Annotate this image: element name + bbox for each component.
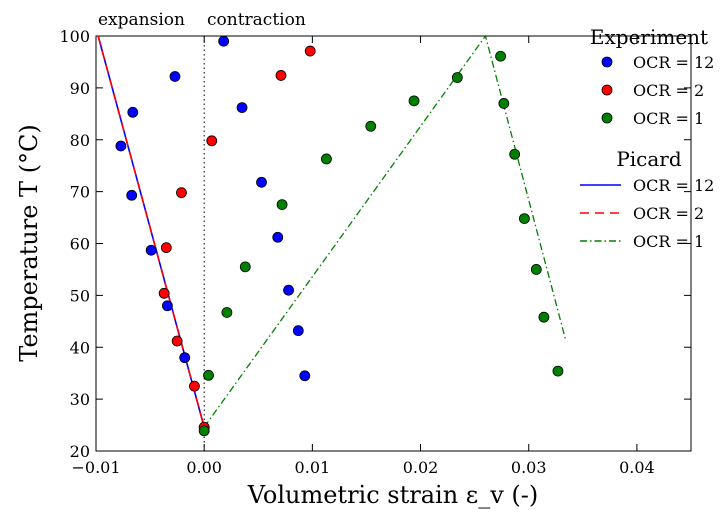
legend-picard-entries: OCR = 12 OCR = 2 OCR = 1 — [580, 176, 714, 251]
data-point — [179, 352, 191, 364]
annotation-contraction: contraction — [207, 10, 306, 30]
legend-entry-label: OCR = 12 — [633, 176, 714, 195]
data-point — [304, 45, 316, 57]
x-tick-label: 0.02 — [403, 458, 439, 477]
y-axis-ticks: 20 30 40 50 60 70 80 90 100 — [59, 27, 691, 461]
legend-entry-label: OCR = 2 — [633, 81, 704, 100]
data-point — [203, 369, 214, 381]
x-tick-label: 0.00 — [186, 458, 222, 477]
y-tick-label: 80 — [70, 131, 90, 150]
legend: Experiment OCR = 12 OCR = 2 OCR = 1 Picard… — [580, 25, 714, 251]
data-point — [218, 35, 230, 47]
data-point — [495, 50, 507, 62]
legend-experiment-entries: OCR = 12 OCR = 2 OCR = 1 — [601, 53, 714, 128]
data-point — [519, 213, 530, 225]
x-tick-label: 0.03 — [511, 458, 547, 477]
data-point — [221, 307, 233, 318]
y-tick-label: 70 — [70, 183, 90, 202]
data-point — [236, 102, 248, 113]
legend-entry-label: OCR = 2 — [633, 204, 704, 223]
legend-entry-label: OCR = 12 — [633, 53, 714, 72]
legend-marker — [601, 112, 613, 124]
x-axis-label: Volumetric strain ε_v (-) — [247, 481, 539, 509]
y-axis-label: Temperature T (°C) — [15, 124, 43, 362]
data-point — [169, 71, 181, 82]
data-point — [256, 176, 267, 188]
data-point — [275, 70, 287, 81]
plot-frame — [95, 35, 692, 452]
data-point — [365, 120, 377, 132]
y-tick-label: 30 — [70, 390, 90, 409]
x-tick-label: 0.01 — [295, 458, 331, 477]
legend-title-picard: Picard — [616, 147, 682, 171]
picard-lines — [97, 34, 567, 428]
y-tick-label: 90 — [70, 79, 90, 98]
data-point — [145, 244, 157, 256]
legend-marker — [601, 84, 613, 96]
data-point — [509, 148, 521, 160]
data-point — [408, 95, 420, 107]
legend-entry-label: OCR = 1 — [633, 109, 704, 128]
data-point — [161, 300, 173, 312]
legend-marker — [601, 56, 613, 68]
data-point — [276, 199, 288, 210]
legend-title-experiment: Experiment — [590, 25, 708, 49]
x-tick-label: −0.01 — [71, 458, 120, 477]
data-point — [239, 261, 251, 273]
data-point — [552, 365, 564, 377]
experiment-points — [115, 35, 564, 437]
picard-line — [203, 34, 567, 428]
data-point — [292, 325, 304, 337]
data-point — [206, 135, 218, 147]
data-point — [189, 380, 200, 392]
data-point — [198, 425, 210, 437]
data-point — [160, 242, 172, 254]
annotation-expansion: expansion — [98, 10, 185, 30]
data-point — [171, 335, 183, 347]
legend-entry-label: OCR = 1 — [633, 232, 704, 251]
data-point — [538, 311, 550, 323]
y-tick-label: 100 — [59, 27, 90, 46]
data-point — [115, 140, 127, 152]
y-tick-label: 40 — [70, 338, 90, 357]
data-point — [126, 189, 138, 201]
y-tick-label: 50 — [70, 286, 90, 305]
data-point — [272, 231, 284, 243]
data-point — [127, 106, 139, 118]
data-point — [498, 98, 510, 109]
y-tick-label: 60 — [70, 235, 90, 254]
data-point — [530, 264, 542, 275]
data-point — [158, 287, 170, 299]
data-point — [321, 153, 332, 165]
x-axis-ticks: −0.01 0.00 0.01 0.02 0.03 0.04 — [71, 36, 655, 477]
data-point — [176, 187, 187, 199]
data-point — [451, 72, 463, 83]
x-tick-label: 0.04 — [619, 458, 655, 477]
data-point — [299, 370, 311, 382]
data-point — [283, 284, 294, 296]
y-tick-label: 20 — [70, 442, 90, 461]
